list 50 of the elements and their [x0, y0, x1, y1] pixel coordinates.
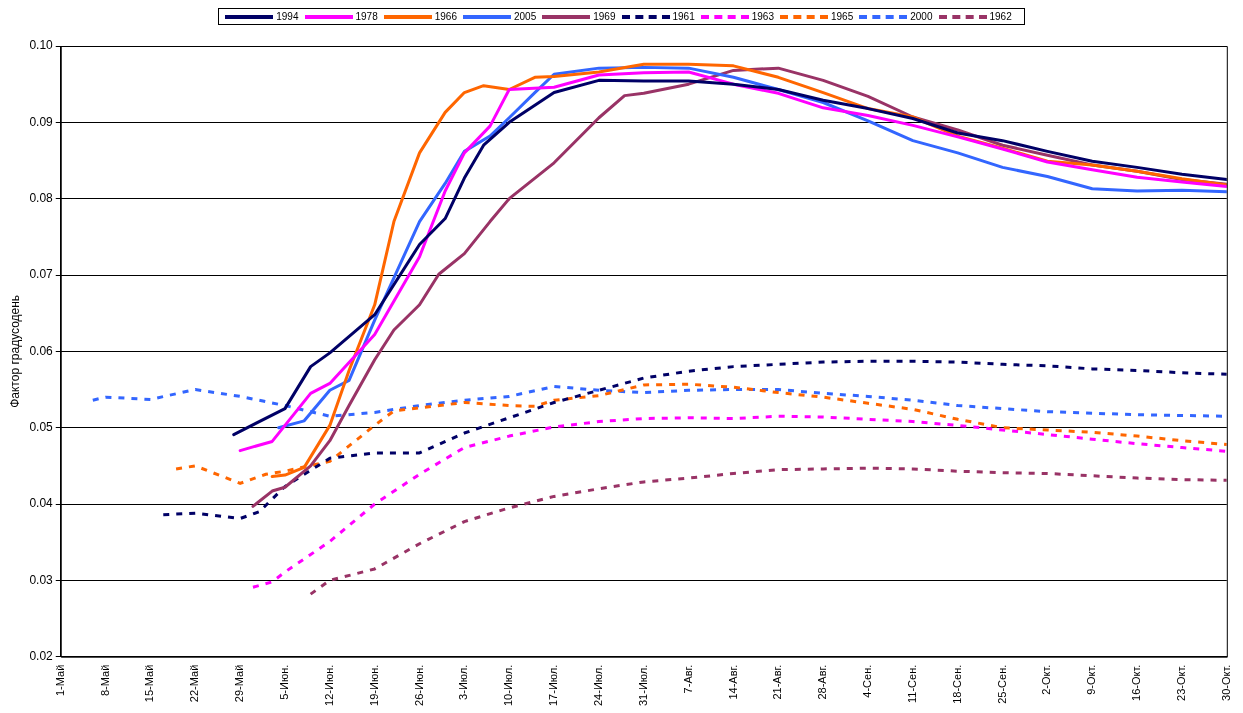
y-tick-label: 0.08 [29, 190, 54, 205]
line-series [161, 359, 1227, 521]
x-tick-label: 26-Июн. [412, 664, 425, 706]
legend-label: 1966 [434, 11, 457, 22]
legend-label: 1961 [672, 11, 695, 22]
x-tick-label: 17-Июл. [547, 664, 560, 707]
x-tick-label: 14-Авг. [726, 664, 739, 700]
x-tick-label: 29-Май [233, 664, 246, 703]
x-tick-label: 3-Июл. [457, 664, 470, 700]
legend-label: 2005 [514, 11, 537, 22]
x-tick-label: 10-Июл. [502, 664, 515, 707]
x-tick-label: 16-Окт. [1130, 664, 1143, 701]
x-tick-label: 24-Июл. [591, 664, 604, 707]
x-tick-label: 31-Июл. [636, 664, 649, 707]
legend-label: 1994 [276, 11, 299, 22]
x-tick-label: 12-Июн. [322, 664, 335, 706]
line-series [251, 414, 1227, 589]
x-tick-label: 7-Авг. [681, 664, 694, 694]
legend-label: 1963 [751, 11, 774, 22]
y-tick-label: 0.02 [29, 649, 54, 664]
y-axis-title: Фактор градусодень [7, 294, 22, 408]
x-tick-label: 2-Окт. [1040, 664, 1053, 695]
x-tick-label: 15-Май [143, 664, 156, 703]
x-tick-label: 25-Сен. [995, 664, 1008, 704]
legend-label: 1969 [593, 11, 616, 22]
legend-label: 1965 [831, 11, 854, 22]
y-tick-label: 0.10 [29, 38, 54, 53]
x-tick-label: 1-Май [53, 664, 66, 697]
x-tick-label: 19-Июн. [367, 664, 380, 706]
legend-label: 1962 [989, 11, 1012, 22]
legend-label: 2000 [910, 11, 933, 22]
x-tick-label: 8-Май [98, 664, 111, 697]
x-tick-label: 30-Окт. [1219, 664, 1232, 701]
y-tick-label: 0.03 [29, 572, 54, 587]
legend-label: 1978 [355, 11, 378, 22]
y-tick-label: 0.09 [29, 114, 54, 129]
line-series [309, 466, 1227, 596]
y-tick-label: 0.07 [29, 267, 54, 282]
x-tick-label: 4-Сен. [861, 664, 874, 698]
x-tick-label: 5-Июн. [278, 664, 291, 700]
x-tick-label: 22-Май [188, 664, 201, 703]
x-tick-label: 11-Сен. [905, 664, 918, 703]
x-tick-label: 18-Сен. [950, 664, 963, 704]
y-tick-label: 0.04 [29, 496, 54, 511]
y-tick-label: 0.06 [29, 343, 54, 358]
x-tick-label: 9-Окт. [1085, 664, 1098, 695]
x-tick-label: 23-Окт. [1174, 664, 1187, 701]
y-tick-label: 0.05 [29, 420, 54, 435]
x-tick-label: 21-Авг. [771, 664, 784, 700]
x-tick-label: 28-Авг. [816, 664, 829, 700]
